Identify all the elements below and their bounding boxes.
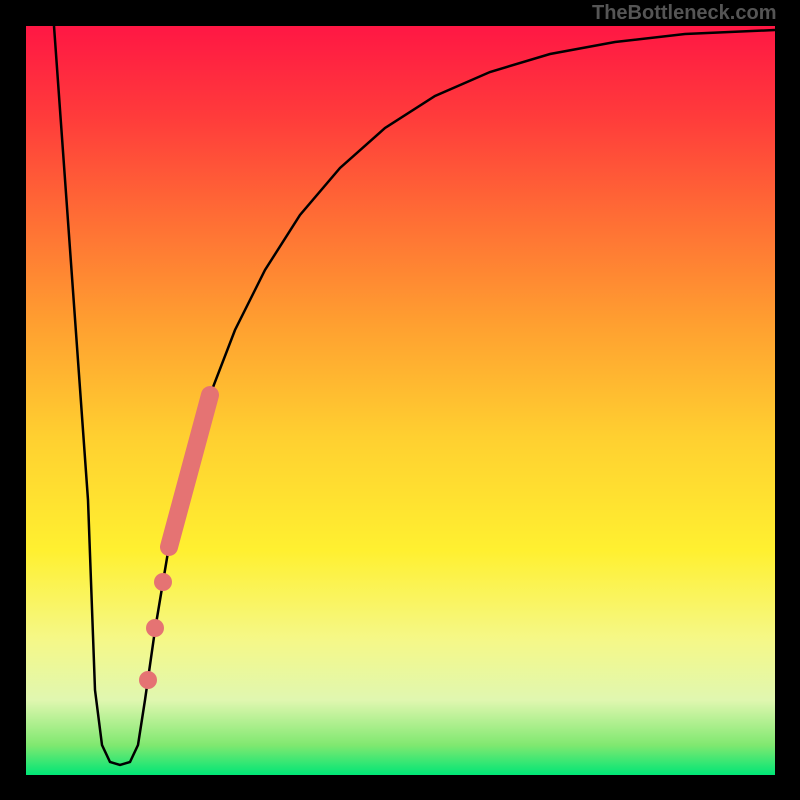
highlight-dot (146, 619, 164, 637)
chart-container: TheBottleneck.com (0, 0, 800, 800)
plot-area (26, 26, 775, 775)
watermark-text: TheBottleneck.com (592, 2, 776, 25)
chart-svg (0, 0, 800, 800)
highlight-dot (154, 573, 172, 591)
highlight-dot (139, 671, 157, 689)
